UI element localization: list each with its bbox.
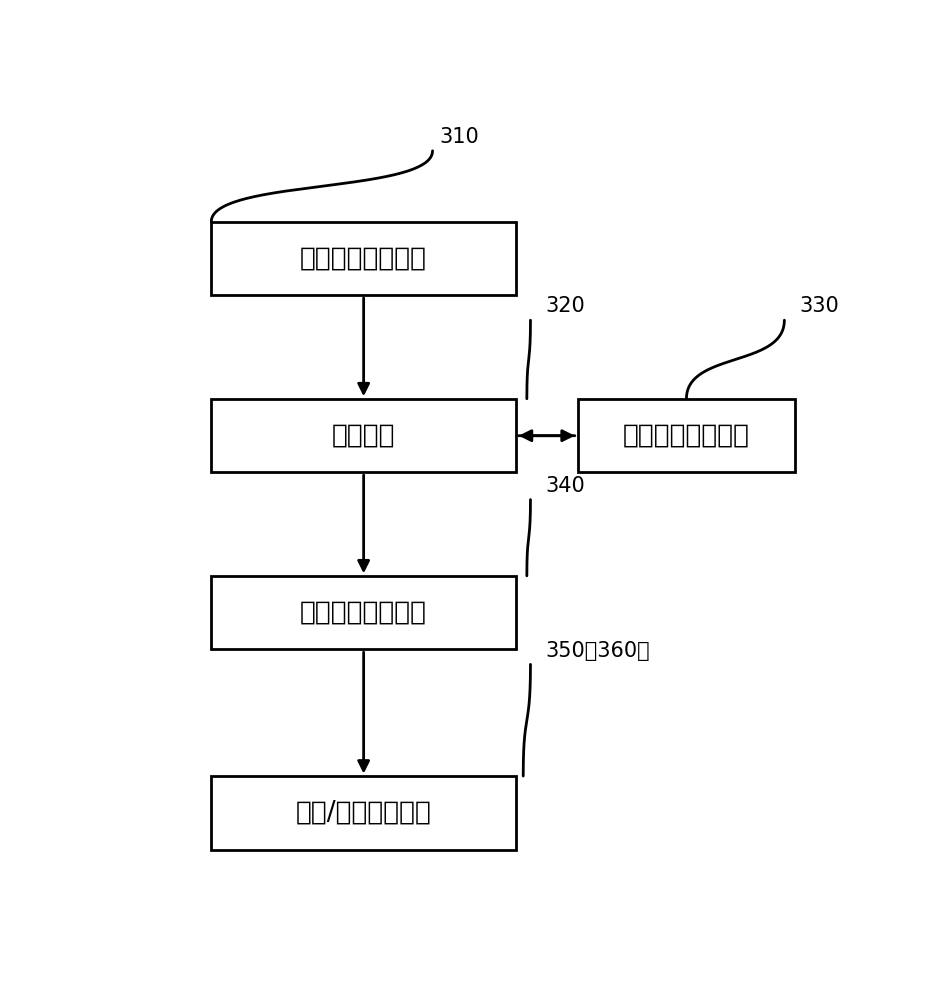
Text: 电压控制信号单元: 电压控制信号单元 xyxy=(300,600,427,626)
Text: 350（360）: 350（360） xyxy=(545,641,650,661)
Text: 320: 320 xyxy=(545,296,585,316)
FancyBboxPatch shape xyxy=(212,776,516,850)
FancyBboxPatch shape xyxy=(212,222,516,295)
Text: 340: 340 xyxy=(545,476,585,496)
FancyBboxPatch shape xyxy=(212,576,516,649)
FancyBboxPatch shape xyxy=(578,399,796,472)
Text: 310: 310 xyxy=(440,127,479,147)
Text: 计算单元: 计算单元 xyxy=(332,423,395,449)
Text: 330: 330 xyxy=(799,296,839,316)
Text: 模拟/数字输出接口: 模拟/数字输出接口 xyxy=(296,800,431,826)
Text: 峰値数据缓存单元: 峰値数据缓存单元 xyxy=(623,423,750,449)
FancyBboxPatch shape xyxy=(212,399,516,472)
Text: 音频数据缓存单元: 音频数据缓存单元 xyxy=(300,246,427,272)
